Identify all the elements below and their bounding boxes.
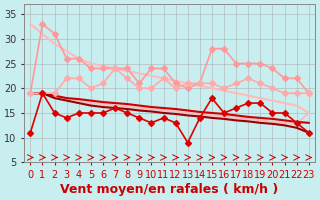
X-axis label: Vent moyen/en rafales ( km/h ): Vent moyen/en rafales ( km/h ) <box>60 183 279 196</box>
